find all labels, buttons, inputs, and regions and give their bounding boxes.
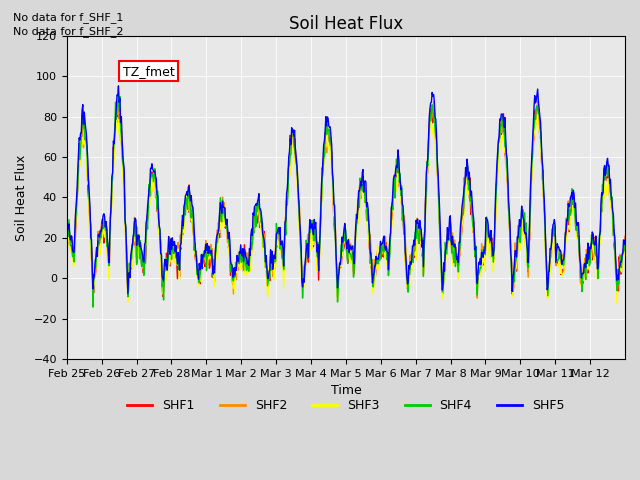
Text: TZ_fmet: TZ_fmet bbox=[123, 65, 174, 78]
Text: No data for f_SHF_1: No data for f_SHF_1 bbox=[13, 12, 123, 23]
Y-axis label: Soil Heat Flux: Soil Heat Flux bbox=[15, 154, 28, 240]
Legend: SHF1, SHF2, SHF3, SHF4, SHF5: SHF1, SHF2, SHF3, SHF4, SHF5 bbox=[122, 394, 570, 417]
Title: Soil Heat Flux: Soil Heat Flux bbox=[289, 15, 403, 33]
X-axis label: Time: Time bbox=[330, 384, 361, 397]
Text: No data for f_SHF_2: No data for f_SHF_2 bbox=[13, 26, 124, 37]
